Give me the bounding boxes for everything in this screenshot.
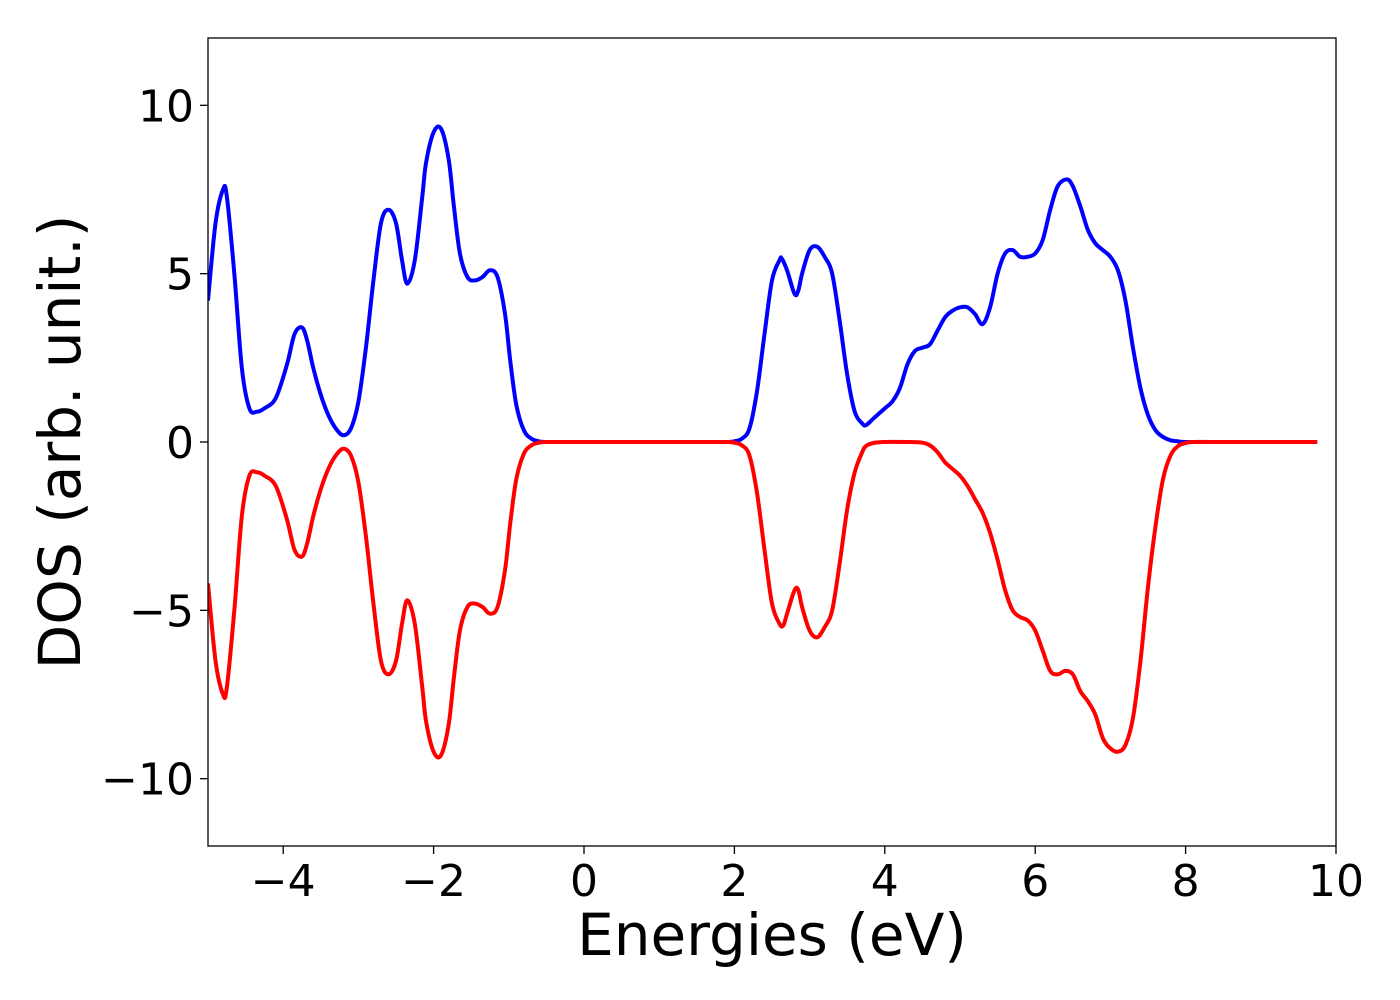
- x-tick-label: 0: [570, 856, 598, 907]
- x-tick-label: 10: [1308, 856, 1364, 907]
- curves-layer: [208, 124, 1318, 760]
- y-axis-title: DOS (arb. unit.): [26, 215, 94, 670]
- x-tick-label: 4: [871, 856, 899, 907]
- y-axis-ticks: −10 −5 0 5 10: [101, 81, 208, 806]
- spin-up-dos-line: [208, 124, 1318, 445]
- x-tick-label: 8: [1172, 856, 1200, 907]
- x-axis-ticks: −4 −2 0 2 4 6 8 10: [251, 846, 1364, 907]
- x-tick-label: 2: [720, 856, 748, 907]
- y-tick-label: 5: [166, 250, 194, 301]
- y-tick-label: −10: [101, 755, 194, 806]
- spin-down-dos-line: [208, 439, 1318, 760]
- y-tick-label: −5: [129, 586, 194, 637]
- x-tick-label: −4: [251, 856, 316, 907]
- plot-frame: [207, 37, 1337, 847]
- x-axis-title: Energies (eV): [577, 901, 967, 969]
- y-tick-label: 10: [138, 81, 194, 132]
- y-tick-label: 0: [166, 418, 194, 469]
- x-tick-label: −2: [401, 856, 466, 907]
- x-tick-label: 6: [1021, 856, 1049, 907]
